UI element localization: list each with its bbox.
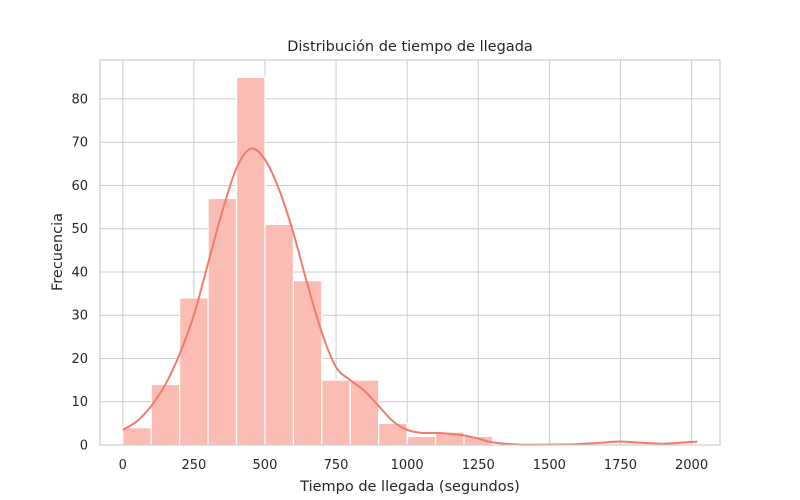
histogram-bar — [292, 280, 323, 446]
x-tick-label: 750 — [324, 458, 349, 473]
kde-density-line — [122, 147, 698, 446]
y-tick-label: 0 — [80, 439, 88, 454]
histogram-bar — [122, 427, 152, 446]
y-tick-labels: 0 10 20 30 40 50 60 70 80 — [71, 92, 88, 453]
x-tick-label: 1250 — [462, 458, 495, 473]
x-tick-label: 0 — [119, 458, 127, 473]
x-tick-label: 1000 — [391, 458, 424, 473]
chart-title: Distribución de tiempo de llegada — [287, 39, 533, 55]
y-tick-label: 30 — [71, 309, 88, 324]
histogram-bar — [349, 379, 380, 446]
y-tick-label: 40 — [71, 265, 88, 280]
y-tick-label: 20 — [71, 352, 88, 367]
plot-frame — [99, 59, 721, 446]
x-axis-label: Tiempo de llegada (segundos) — [299, 479, 520, 495]
histogram-bar — [264, 223, 294, 446]
histogram-bar — [150, 383, 181, 446]
y-axis-label: Frecuencia — [50, 213, 66, 291]
y-tick-label: 70 — [71, 136, 88, 151]
histogram-bar — [406, 435, 437, 446]
histogram-bar — [207, 197, 238, 446]
x-tick-label: 1750 — [604, 458, 637, 473]
histogram-bar — [179, 297, 209, 446]
histogram-bar — [321, 379, 351, 446]
histogram-bars — [122, 76, 494, 446]
y-tick-label: 60 — [71, 179, 88, 194]
histogram-bar — [378, 422, 408, 446]
histogram-bar — [235, 76, 266, 446]
y-tick-label: 50 — [71, 222, 88, 237]
y-tick-label: 80 — [71, 92, 88, 107]
x-tick-label: 2000 — [675, 458, 708, 473]
x-tick-label: 1500 — [533, 458, 566, 473]
x-tick-label: 250 — [181, 458, 206, 473]
x-tick-label: 500 — [253, 458, 278, 473]
y-tick-label: 10 — [71, 395, 88, 410]
x-tick-labels: 0 250 500 750 1000 1250 1500 1750 2000 — [119, 458, 708, 473]
